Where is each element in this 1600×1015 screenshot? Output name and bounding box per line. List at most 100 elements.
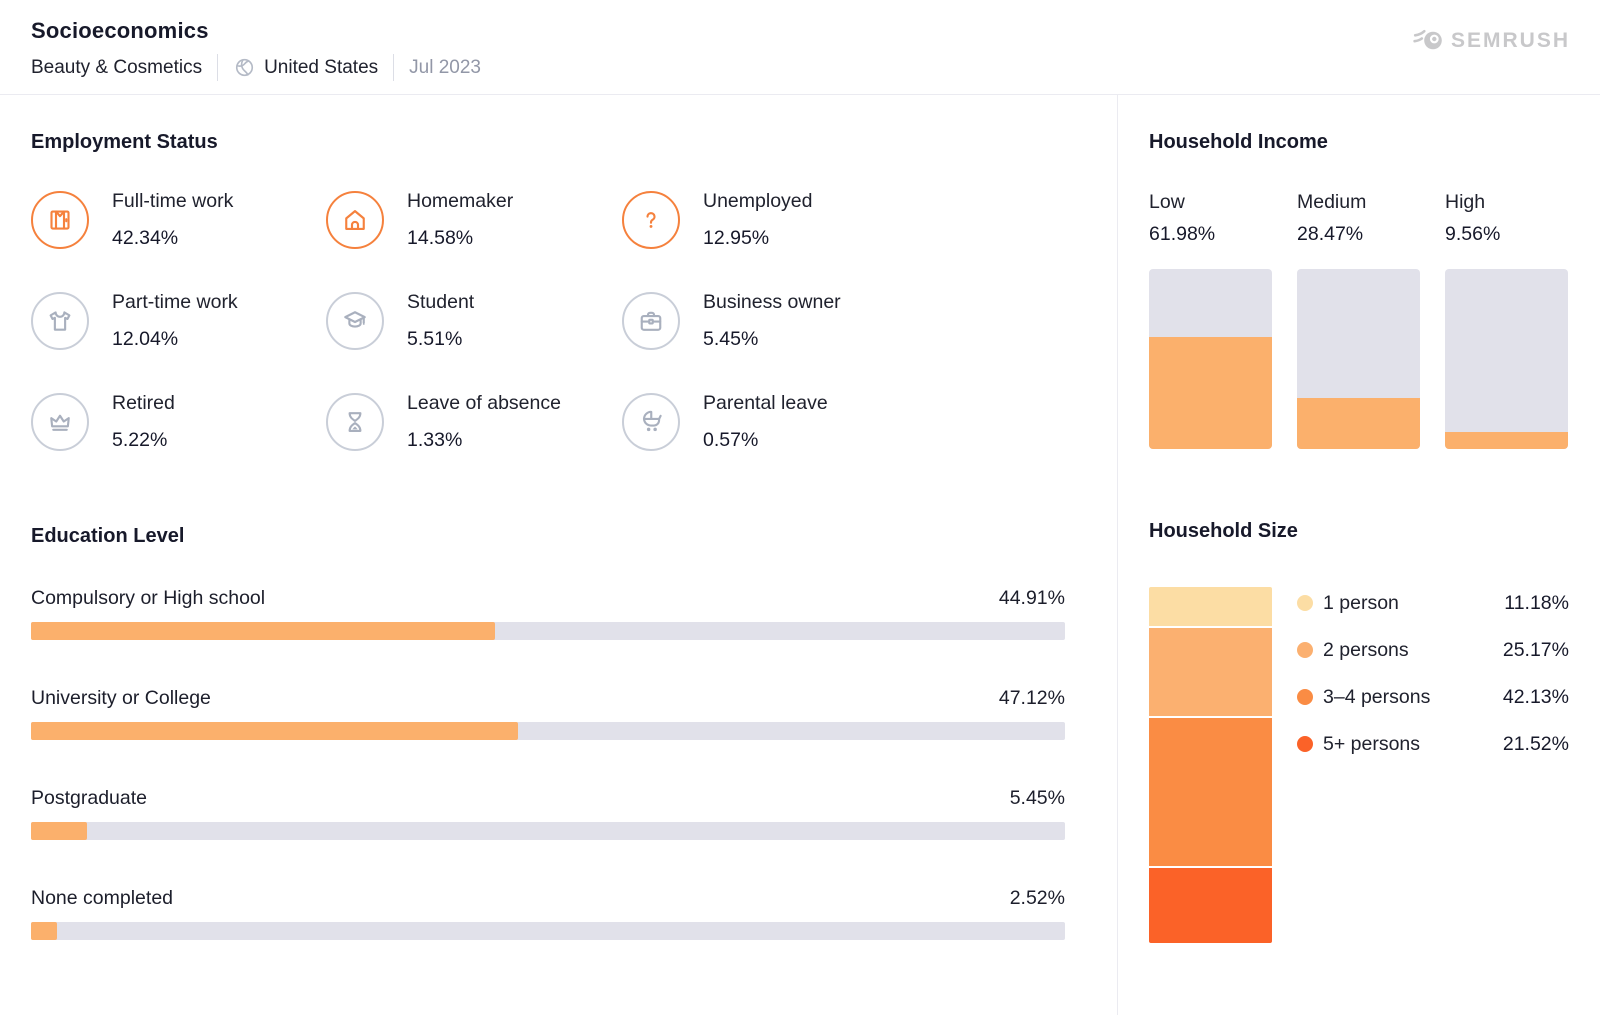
employment-label: Business owner [703,291,841,313]
right-column: Household Income Low 61.98% Medium 28.47… [1118,95,1600,1015]
income-bar-track [1297,269,1420,449]
semrush-logo[interactable]: SEMRUSH [1413,27,1570,54]
briefcase-icon [622,292,680,350]
education-bar-fill [31,722,519,740]
education-bar-track [31,722,1065,740]
education-bar-fill [31,922,58,940]
household-size-title: Household Size [1149,520,1298,542]
crown-icon [31,393,89,451]
income-bar-fill [1297,397,1420,449]
education-bar-track [31,622,1065,640]
income-bar-fill [1149,337,1272,449]
legend-value: 21.52% [1502,732,1569,755]
education-value: 44.91% [998,587,1065,609]
education-value: 5.45% [1009,787,1065,809]
employment-value: 12.04% [112,328,179,350]
education-bar-track [31,822,1065,840]
legend-label: 3–4 persons [1323,685,1431,708]
employment-item-student: Student 5.51% [326,291,622,351]
legend-row: 2 persons 25.17% [1297,634,1569,666]
employment-item-leave-of-absence: Leave of absence 1.33% [326,392,622,452]
legend-dot [1297,689,1313,705]
main-content: Employment Status Full-time [0,95,1600,1015]
size-segment-2-persons [1149,628,1272,717]
employment-value: 5.45% [703,328,759,350]
legend-row: 3–4 persons 42.13% [1297,681,1569,713]
filter-category: Beauty & Cosmetics [31,56,203,78]
legend-value: 25.17% [1502,638,1569,661]
employment-item-unemployed: Unemployed 12.95% [622,190,1065,250]
left-column: Employment Status Full-time [0,95,1118,1015]
breadcrumb-divider [393,54,395,81]
folded-shirt-icon [31,191,89,249]
employment-item-homemaker: Homemaker 14.58% [326,190,622,250]
education-label: Compulsory or High school [31,587,266,609]
employment-item-retired: Retired 5.22% [31,392,326,452]
employment-status-grid: Full-time work 42.34% Homemaker [31,190,1065,452]
employment-label: Part-time work [112,291,238,313]
employment-label: Homemaker [407,190,514,212]
home-icon [326,191,384,249]
employment-status-title: Employment Status [31,131,218,153]
income-label: High [1445,191,1486,213]
income-label: Medium [1297,191,1367,213]
filter-country-label: United States [264,56,379,78]
education-row: None completed 2.52% [31,887,1065,940]
household-income-chart: Low 61.98% Medium 28.47% [1149,191,1569,449]
header: Socioeconomics Beauty & Cosmetics United… [0,0,1600,95]
filter-period: Jul 2023 [409,56,481,78]
employment-value: 0.57% [703,429,759,451]
income-column-low: Low 61.98% [1149,191,1272,449]
legend-label: 1 person [1323,591,1399,614]
legend-value: 11.18% [1504,591,1569,614]
employment-label: Leave of absence [407,392,561,414]
stroller-icon [622,393,680,451]
income-column-high: High 9.56% [1445,191,1568,449]
education-row: Compulsory or High school 44.91% [31,587,1065,640]
income-column-medium: Medium 28.47% [1297,191,1420,449]
legend-label: 2 persons [1323,638,1409,661]
size-segment-1-person [1149,587,1272,627]
household-income-section: Household Income Low 61.98% Medium 28.47… [1149,131,1569,449]
semrush-logo-text: SEMRUSH [1450,28,1570,52]
tshirt-icon [31,292,89,350]
education-row: University or College 47.12% [31,687,1065,740]
income-value: 61.98% [1149,223,1216,245]
employment-item-business-owner: Business owner 5.45% [622,291,1065,351]
legend-row: 1 person 11.18% [1297,587,1569,619]
income-value: 9.56% [1445,223,1501,245]
hourglass-icon [326,393,384,451]
education-bar-track [31,922,1065,940]
employment-item-full-time: Full-time work 42.34% [31,190,326,250]
household-income-title: Household Income [1149,131,1328,153]
income-bar-track [1445,269,1568,449]
employment-label: Unemployed [703,190,813,212]
employment-value: 14.58% [407,227,474,249]
employment-label: Retired [112,392,175,414]
education-row: Postgraduate 5.45% [31,787,1065,840]
legend-dot [1297,736,1313,752]
employment-value: 1.33% [407,429,463,451]
household-size-legend: 1 person 11.18% 2 persons 25.17% 3–4 per… [1297,587,1569,760]
education-label: University or College [31,687,211,709]
semrush-logo-icon [1413,27,1444,54]
education-bar-fill [31,622,496,640]
income-value: 28.47% [1297,223,1364,245]
globe-icon [233,56,256,79]
employment-status-section: Employment Status Full-time [31,131,1065,452]
filter-country: United States [233,55,378,81]
question-icon [622,191,680,249]
income-bar-track [1149,269,1272,449]
income-bar-fill [1445,431,1568,449]
employment-label: Student [407,291,475,313]
legend-dot [1297,642,1313,658]
legend-dot [1297,595,1313,611]
income-label: Low [1149,191,1185,213]
education-value: 2.52% [1009,887,1065,909]
size-segment-5-plus-persons [1149,867,1272,943]
employment-value: 5.51% [407,328,463,350]
legend-label: 5+ persons [1323,732,1421,755]
breadcrumb-divider [217,54,219,81]
page-title: Socioeconomics [31,18,209,43]
